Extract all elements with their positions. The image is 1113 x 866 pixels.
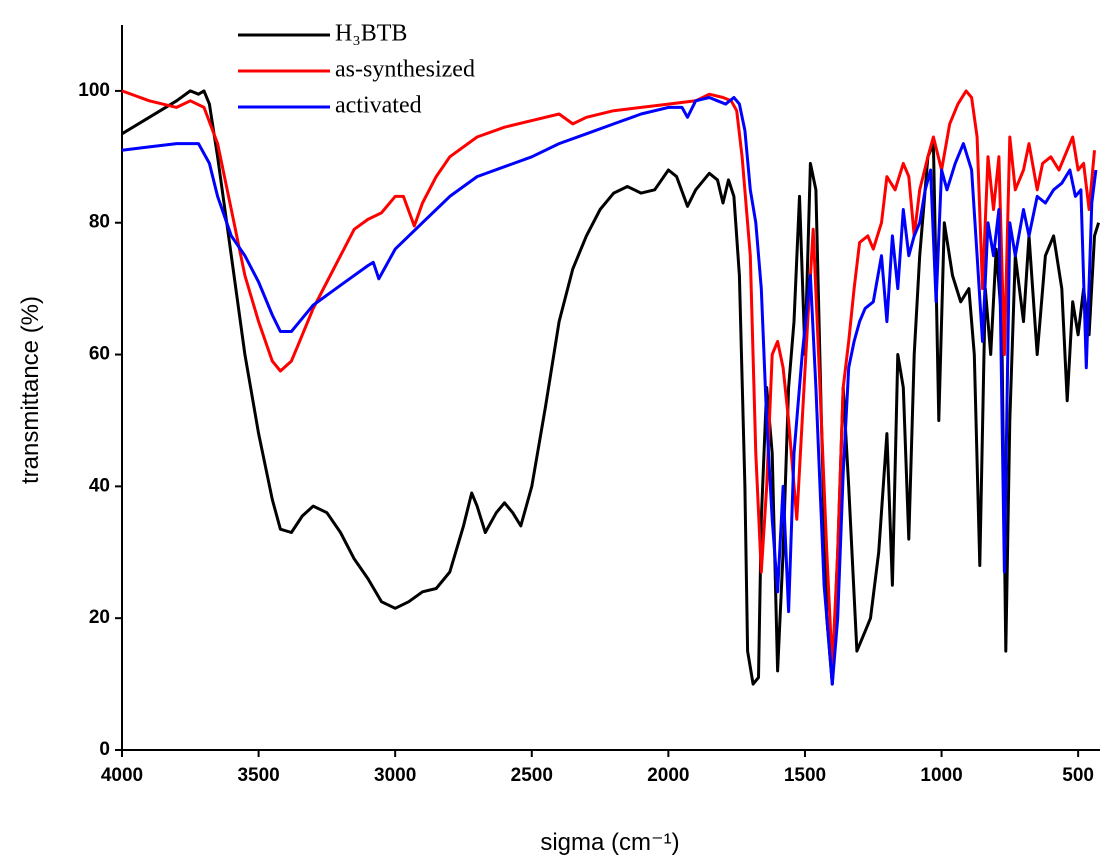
spectrum-line — [121, 89, 1096, 670]
x-tick-label: 1000 — [920, 765, 962, 786]
legend-label: as-synthesized — [335, 57, 475, 83]
x-axis-label: sigma (cm⁻¹) — [540, 829, 679, 856]
spectrum-line — [121, 96, 1098, 686]
y-tick-label: 40 — [89, 475, 110, 496]
y-axis-label: transmittance (%) — [17, 296, 44, 484]
x-tick-label: 4000 — [101, 765, 143, 786]
x-tick-label: 500 — [1062, 765, 1094, 786]
y-tick-label: 80 — [89, 212, 110, 233]
x-tick-label: 2500 — [511, 765, 553, 786]
legend-label: H₃BTB — [335, 21, 407, 47]
x-tick-label: 3000 — [374, 765, 416, 786]
y-tick-label: 60 — [89, 344, 110, 365]
x-tick-label: 2000 — [647, 765, 689, 786]
legend-label: activated — [335, 93, 422, 119]
x-tick-label: 1500 — [784, 765, 826, 786]
x-tick-label: 3500 — [237, 765, 279, 786]
spectrum-line — [121, 89, 1101, 686]
y-tick-label: 0 — [99, 739, 110, 760]
y-tick-label: 100 — [78, 80, 110, 101]
y-tick-label: 20 — [89, 607, 110, 628]
